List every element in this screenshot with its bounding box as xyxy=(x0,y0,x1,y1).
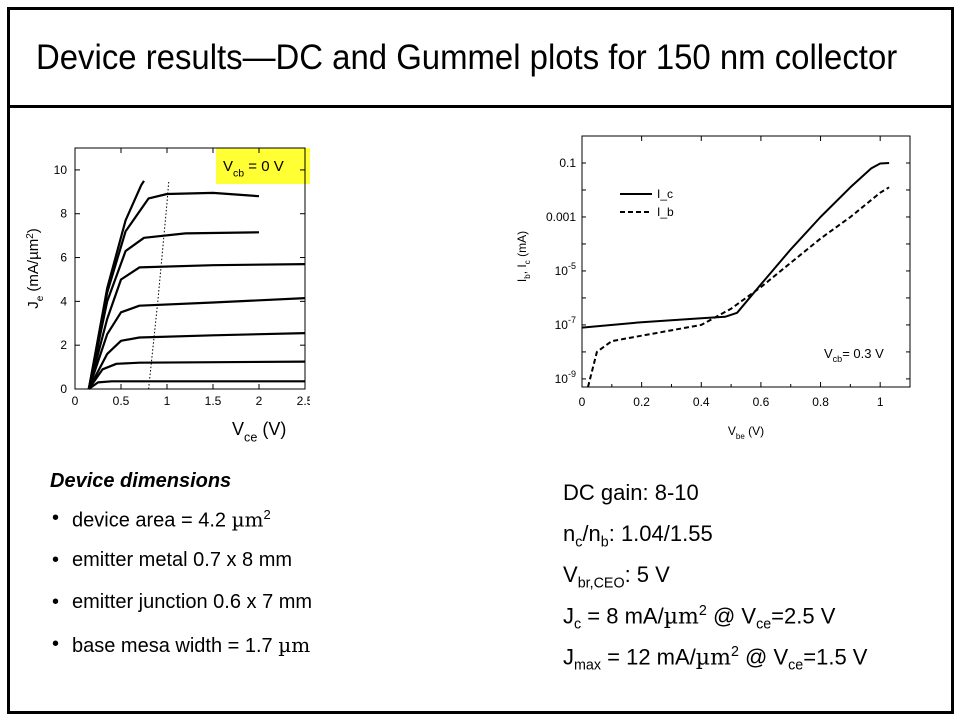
subscript: b xyxy=(600,534,609,551)
vcb0-locus-line xyxy=(148,180,170,390)
y-tick-label: 10 xyxy=(54,163,68,177)
bullet: • xyxy=(52,549,60,571)
base-mesa-text: base mesa width = 1.7 xyxy=(72,635,279,657)
list-item: • emitter junction 0.6 x 7 mm xyxy=(50,591,312,633)
x-tick-label: 0.4 xyxy=(693,395,710,409)
subscript: c xyxy=(575,534,583,551)
slide-frame: Device results—DC and Gummel plots for 1… xyxy=(7,7,954,714)
y-tick-label: 0.1 xyxy=(559,156,576,170)
bullet: • xyxy=(52,507,60,529)
unit-exponent: 2 xyxy=(263,507,271,522)
unit-text: µm xyxy=(278,633,311,657)
plot-frame xyxy=(581,135,911,388)
subscript: max xyxy=(574,657,602,674)
jmax-condition-value: =1.5 V xyxy=(803,644,868,670)
je-curve xyxy=(87,297,306,390)
unit-text: µm xyxy=(663,604,699,630)
jc-condition-value: =2.5 V xyxy=(771,603,836,629)
y-tick-label: 4 xyxy=(60,294,67,308)
list-item: • emitter metal 0.7 x 8 mm xyxy=(50,549,312,591)
y-tick-label: 0 xyxy=(60,382,67,396)
je-curve xyxy=(87,360,306,390)
jmax-symbol: J xyxy=(563,644,574,670)
je-curve xyxy=(87,332,306,390)
bullet: • xyxy=(52,633,60,655)
ib-curve xyxy=(587,186,890,388)
dc-output-chart: 00.511.522.50246810Vcb = 0 VIb step = 0.… xyxy=(25,147,310,444)
emitter-metal-text: emitter metal 0.7 x 8 mm xyxy=(72,549,293,571)
gummel-chart: 0 0.2 0.4 0.6 0.8 1 0.1 0.001 10-5 10-7 10-9 I_c I_b… xyxy=(515,135,911,441)
je-curve xyxy=(87,231,260,390)
y-tick-label: 10-7 xyxy=(555,315,576,332)
x-tick-label: 0.5 xyxy=(113,394,130,408)
subscript: c xyxy=(574,616,582,633)
x-tick-label: 0.6 xyxy=(753,395,770,409)
je-curve xyxy=(87,180,145,390)
ideality-nb: /n xyxy=(582,521,601,546)
list-item: • base mesa width = 1.7 µm xyxy=(50,633,312,675)
subscript: ce xyxy=(788,657,804,674)
list-item: • device area = 4.2 µm2 xyxy=(50,507,312,549)
jmax-value: = 12 mA/ xyxy=(601,644,696,670)
x-tick-label: 1 xyxy=(164,394,171,408)
x-tick-label: 1.5 xyxy=(205,394,222,408)
jc-line: Jc = 8 mA/µm2 @ Vce=2.5 V xyxy=(563,603,867,644)
vcb-annotation: Vcb = 0 V xyxy=(223,158,284,179)
unit-exponent: 2 xyxy=(698,603,707,619)
je-curve xyxy=(88,380,305,390)
x-axis-label: Vbe (V) xyxy=(728,424,764,441)
y-axis-label: Je (mA/µm2) xyxy=(25,228,46,309)
unit-exponent: 2 xyxy=(730,644,739,660)
device-dimensions-heading: Device dimensions xyxy=(50,470,232,492)
x-axis-label: Vce (V) xyxy=(232,419,286,444)
x-tick-label: 0 xyxy=(579,395,586,409)
y-tick-label: 10-9 xyxy=(555,369,576,386)
y-tick-label: 0.001 xyxy=(546,210,576,224)
je-curve xyxy=(87,191,260,390)
x-tick-label: 1 xyxy=(877,395,884,409)
x-tick-label: 2 xyxy=(256,394,263,408)
je-curve xyxy=(87,263,306,390)
subscript: ce xyxy=(756,616,772,633)
legend-ib-label: I_b xyxy=(657,205,674,219)
breakdown-line: Vbr,CEO: 5 V xyxy=(563,562,867,603)
device-area-text: device area = 4.2 xyxy=(72,509,232,532)
vbr-symbol: V xyxy=(563,562,578,587)
emitter-junction-text: emitter junction 0.6 x 7 mm xyxy=(72,591,313,613)
slide-title: Device results—DC and Gummel plots for 1… xyxy=(36,38,898,77)
jmax-line: Jmax = 12 mA/µm2 @ Vce=1.5 V xyxy=(563,644,867,685)
bullet: • xyxy=(52,591,60,613)
x-tick-label: 0 xyxy=(72,394,79,408)
unit-text: µm xyxy=(231,507,264,532)
ideality-value: : 1.04/1.55 xyxy=(608,521,713,546)
jmax-condition: @ V xyxy=(738,644,789,670)
dc-gain-line: DC gain: 8-10 xyxy=(563,480,699,505)
jc-condition: @ V xyxy=(706,603,757,629)
x-tick-label: 2.5 xyxy=(297,394,310,408)
plot-frame xyxy=(74,147,306,390)
legend-ic-label: I_c xyxy=(657,187,673,201)
unit-text: µm xyxy=(695,645,731,671)
y-tick-label: 2 xyxy=(60,338,67,352)
y-tick-label: 10-5 xyxy=(555,261,576,278)
vcb-highlight-box xyxy=(216,148,310,184)
ideality-line: nc/nb: 1.04/1.55 xyxy=(563,521,867,562)
jc-symbol: J xyxy=(563,603,574,629)
y-tick-label: 6 xyxy=(60,251,67,265)
vcb-annotation: Vcb= 0.3 V xyxy=(824,346,884,364)
subscript: br,CEO xyxy=(577,575,625,592)
vbr-value: : 5 V xyxy=(624,562,670,587)
title-bar: Device results—DC and Gummel plots for 1… xyxy=(10,10,951,108)
ideality-nc: n xyxy=(563,521,576,546)
x-tick-label: 0.8 xyxy=(812,395,829,409)
x-tick-label: 0.2 xyxy=(633,395,650,409)
ic-curve xyxy=(581,162,890,329)
device-dimensions: Device dimensions • device area = 4.2 µm… xyxy=(50,470,312,675)
y-tick-label: 8 xyxy=(60,207,67,221)
y-axis-label: Ib, Ic (mA) xyxy=(515,231,532,282)
device-results: DC gain: 8-10 nc/nb: 1.04/1.55 Vbr,CEO: … xyxy=(563,480,867,685)
jc-value: = 8 mA/ xyxy=(581,603,664,629)
